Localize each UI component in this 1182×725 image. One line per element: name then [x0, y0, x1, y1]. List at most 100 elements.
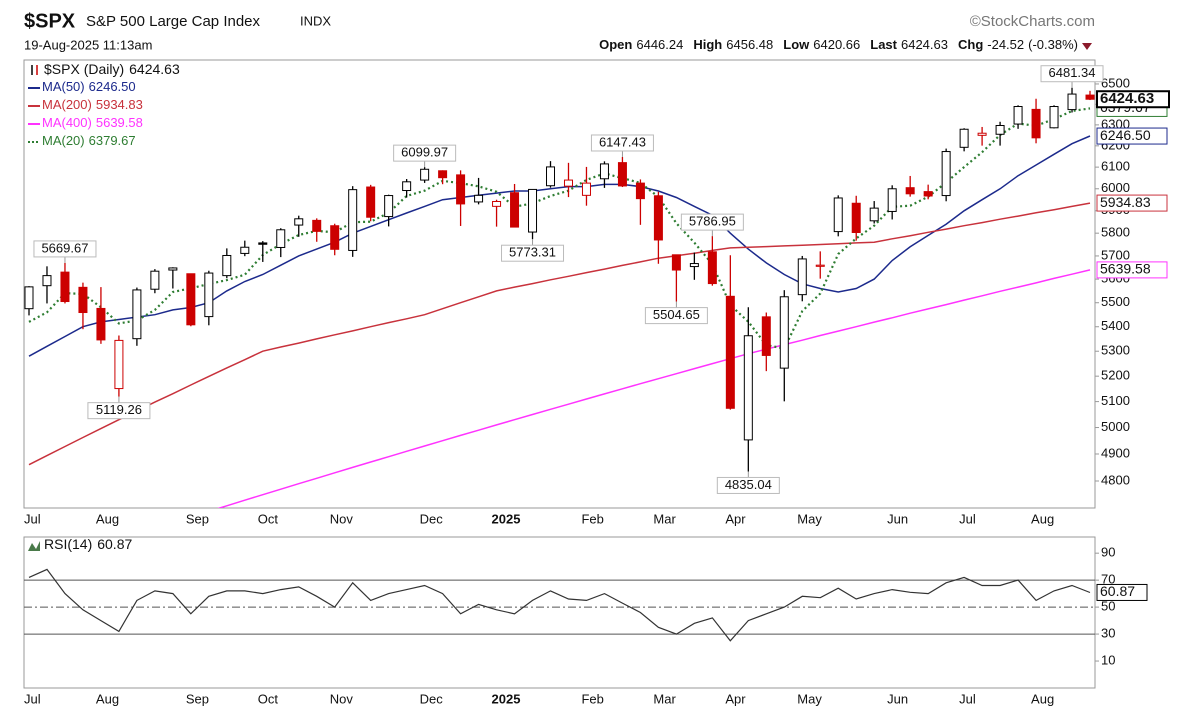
candle-body: [599, 163, 609, 180]
candle-body: [96, 307, 106, 341]
x-tick-label: Sep: [186, 511, 209, 526]
candle-body: [222, 254, 232, 277]
legend-name: MA(20): [42, 133, 85, 148]
legend-icon: [28, 541, 40, 551]
candle-body: [1049, 106, 1059, 129]
value-box: [1096, 127, 1168, 145]
candle-body: [420, 168, 430, 181]
quote-label: Low: [783, 37, 810, 52]
candle-body: [78, 286, 88, 314]
source: ©StockCharts.com: [970, 13, 1095, 30]
series-line: [217, 269, 1091, 508]
annotation-box: [590, 134, 654, 152]
y-tick-label: 5400: [1101, 318, 1130, 333]
candle-body: [312, 219, 322, 232]
candle-body: [977, 132, 987, 136]
legend-value: 5639.58: [96, 115, 143, 130]
candle-body: [456, 174, 466, 205]
annotation-label: 4835.04: [725, 477, 772, 492]
annotation-label: 5504.65: [653, 307, 700, 322]
x-tick-label: Aug: [1031, 691, 1054, 706]
quote-value: 6420.66: [813, 37, 860, 52]
y-tick-label: 10: [1101, 652, 1115, 667]
x-tick-label: May: [797, 511, 822, 526]
y-tick-label: 6100: [1101, 159, 1130, 174]
legend-value: 6424.63: [129, 61, 180, 77]
x-tick-label: Aug: [1031, 511, 1054, 526]
annotation-label: 5786.95: [689, 214, 736, 229]
index-name: S&P 500 Large Cap Index: [86, 13, 261, 30]
rsi-panel: [23, 536, 1096, 689]
candle-body: [635, 182, 645, 200]
candle-body: [276, 229, 286, 248]
x-tick-label: Jul: [959, 691, 976, 706]
x-tick-label: Mar: [653, 691, 676, 706]
x-tick-label: Dec: [420, 511, 444, 526]
y-tick-label: 4900: [1101, 445, 1130, 460]
quote: Open 6446.24 High 6456.48 Low 6420.66 Last 6424…: [599, 37, 1078, 52]
candle-body: [330, 225, 340, 250]
quote-label: Last: [870, 37, 897, 52]
timestamp: 19-Aug-2025 11:13am: [24, 37, 152, 52]
legend-bg: [26, 62, 276, 150]
candle-body: [258, 242, 268, 245]
annotation-box: [393, 144, 457, 162]
x-tick-label: Apr: [725, 691, 746, 706]
candle-body: [671, 254, 681, 271]
candle-body: [743, 335, 753, 441]
x-tick-label: Feb: [581, 691, 603, 706]
candle-body: [132, 289, 142, 340]
y-tick-label: 50: [1101, 599, 1115, 614]
candle-body: [1031, 108, 1041, 139]
symbol: $SPX: [24, 10, 76, 32]
annotation-box: [680, 213, 744, 231]
y-tick-label: 6500: [1101, 75, 1130, 90]
candle-body: [869, 207, 879, 222]
legend-value: 60.87: [97, 536, 132, 552]
candle-body: [833, 197, 843, 233]
series-line: [28, 202, 1091, 466]
annotation-label: 5773.31: [509, 245, 556, 260]
annotation-box: [501, 244, 565, 262]
candle-body: [581, 182, 591, 196]
legend-entry: MA(400) 5639.58: [42, 115, 143, 130]
legend-name: MA(50): [42, 79, 85, 94]
candle-body: [240, 246, 250, 254]
legend-name: MA(200): [42, 97, 92, 112]
annotation-label: 6147.43: [599, 134, 646, 149]
y-tick-label: 5800: [1101, 225, 1130, 240]
candle-body: [797, 258, 807, 296]
candle-body: [384, 195, 394, 218]
x-tick-label: Mar: [653, 511, 676, 526]
y-tick-label: 90: [1101, 545, 1115, 560]
x-tick-label: Aug: [96, 691, 119, 706]
candle-body: [779, 296, 789, 369]
candle-body: [294, 218, 304, 226]
candle-body: [24, 286, 34, 310]
annotation-label: 5669.67: [41, 240, 88, 255]
candle-body: [150, 270, 160, 290]
candle-body: [438, 170, 448, 179]
x-tick-label: 2025: [492, 511, 521, 526]
value-box: [1096, 261, 1168, 279]
legend-name: MA(400): [42, 115, 92, 130]
candle-body: [186, 273, 196, 326]
overlay: 4800490050005100520053005400550056005700…: [24, 61, 1170, 706]
y-tick-label: 30: [1101, 626, 1115, 641]
legend-entry: MA(200) 5934.83: [42, 97, 143, 112]
x-tick-label: Apr: [725, 511, 746, 526]
candle-body: [348, 189, 358, 251]
candle-body: [1085, 94, 1095, 100]
candle-body: [366, 186, 376, 218]
quote-label: Chg: [958, 37, 983, 52]
annotation-box: [87, 402, 151, 420]
quote-value: 6456.48: [726, 37, 773, 52]
value-box: [1096, 583, 1148, 601]
y-tick-label: 5100: [1101, 393, 1130, 408]
x-tick-label: Feb: [581, 511, 603, 526]
y-tick-label: 5200: [1101, 368, 1130, 383]
quote-value: 6424.63: [901, 37, 948, 52]
annotation-label: 6099.97: [401, 145, 448, 160]
x-tick-label: Jul: [24, 511, 41, 526]
candle-body: [168, 267, 178, 271]
